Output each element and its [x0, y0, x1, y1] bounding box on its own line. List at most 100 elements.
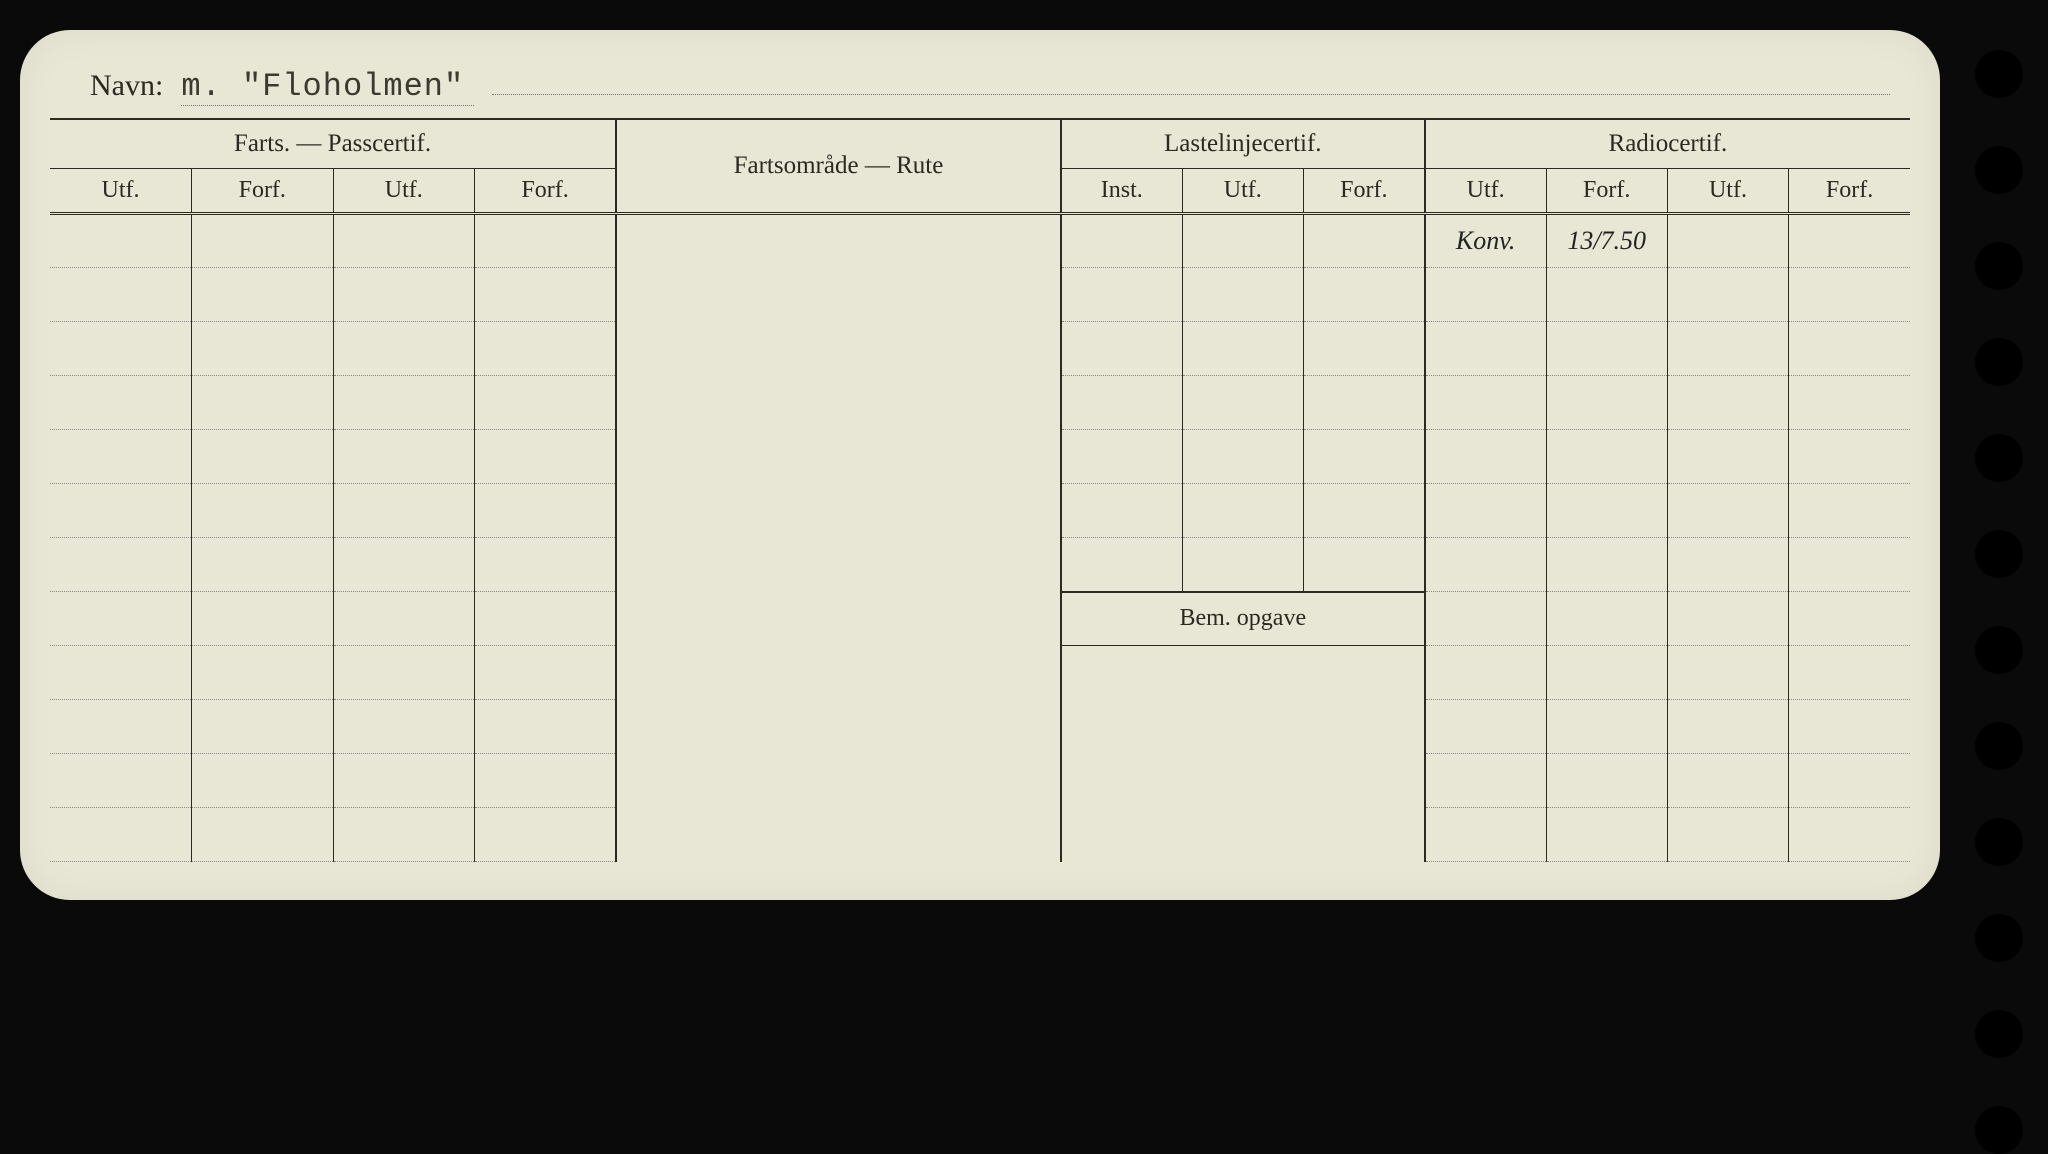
cell-fp_utf2 [333, 754, 475, 808]
cell-rc_utf2 [1667, 376, 1788, 430]
col-fp-forf2: Forf. [475, 169, 617, 214]
binder-hole [1975, 530, 2023, 578]
cell-rc_forf1 [1546, 430, 1667, 484]
cell-rc_utf2 [1667, 322, 1788, 376]
group-radiocertif: Radiocertif. [1425, 120, 1910, 169]
binder-hole [1975, 1010, 2023, 1058]
cell-ll_utf [1182, 268, 1303, 322]
cell-rc_utf1 [1425, 538, 1546, 592]
cell-ll_forf [1303, 268, 1424, 322]
cell-rc_utf1 [1425, 808, 1546, 862]
cell-rc_forf1 [1546, 754, 1667, 808]
col-rc-forf2: Forf. [1789, 169, 1910, 214]
cell-fp_utf2 [333, 592, 475, 646]
binder-hole [1975, 242, 2023, 290]
cell-fp_forf2 [475, 808, 617, 862]
binder-hole [1975, 50, 2023, 98]
ledger-table: Farts. — Passcertif. Fartsområde — Rute … [50, 120, 1910, 862]
cell-fp_forf2 [475, 754, 617, 808]
cell-ll_forf [1303, 430, 1424, 484]
cell-fp_forf2 [475, 538, 617, 592]
cell-fp_forf2 [475, 322, 617, 376]
cell-rc_utf2 [1667, 700, 1788, 754]
cell-fp_forf1 [192, 214, 334, 268]
binder-hole [1975, 914, 2023, 962]
cell-rc_utf2 [1667, 268, 1788, 322]
cell-rc_utf2 [1667, 538, 1788, 592]
cell-rc_utf2 [1667, 808, 1788, 862]
bem-opgave-area [1061, 646, 1425, 862]
cell-fp_forf2 [475, 646, 617, 700]
cell-rc_utf1 [1425, 646, 1546, 700]
cell-fp_utf2 [333, 322, 475, 376]
cell-fp_utf2 [333, 214, 475, 268]
col-fp-forf1: Forf. [192, 169, 334, 214]
col-ll-forf: Forf. [1303, 169, 1424, 214]
name-underline [492, 76, 1890, 95]
cell-ll_forf [1303, 538, 1424, 592]
cell-rc_utf1 [1425, 376, 1546, 430]
cell-ll_inst [1061, 214, 1182, 268]
cell-fp_forf1 [192, 646, 334, 700]
binder-hole [1975, 626, 2023, 674]
cell-rc_forf2 [1789, 754, 1910, 808]
group-fartsomrade-rute: Fartsområde — Rute [616, 120, 1061, 214]
cell-fp_forf1 [192, 808, 334, 862]
cell-ll_utf [1182, 376, 1303, 430]
cell-rc_utf1: Konv. [1425, 214, 1546, 268]
ledger-table-wrap: Farts. — Passcertif. Fartsområde — Rute … [50, 120, 1910, 862]
table-row: Konv.13/7.50 [50, 214, 1910, 268]
table-body: Konv.13/7.50Bem. opgave [50, 214, 1910, 862]
col-rc-utf1: Utf. [1425, 169, 1546, 214]
cell-fp_utf1 [50, 322, 192, 376]
cell-rc_forf1 [1546, 592, 1667, 646]
cell-fp_forf2 [475, 700, 617, 754]
col-ll-utf: Utf. [1182, 169, 1303, 214]
cell-ll_forf [1303, 484, 1424, 538]
cell-ll_utf [1182, 430, 1303, 484]
cell-rc_forf1: 13/7.50 [1546, 214, 1667, 268]
cell-rc_forf2 [1789, 538, 1910, 592]
cell-fp_forf2 [475, 430, 617, 484]
cell-rc_forf2 [1789, 700, 1910, 754]
cell-ll_utf [1182, 484, 1303, 538]
cell-rc_utf1 [1425, 268, 1546, 322]
group-farts-passcertif: Farts. — Passcertif. [50, 120, 616, 169]
name-row: Navn: m. "Floholmen" [50, 60, 1910, 120]
cell-rc_forf1 [1546, 538, 1667, 592]
cell-fp_utf1 [50, 376, 192, 430]
col-fp-utf2: Utf. [333, 169, 475, 214]
cell-rc_utf2 [1667, 214, 1788, 268]
cell-rc_forf2 [1789, 484, 1910, 538]
cell-rc_utf2 [1667, 646, 1788, 700]
cell-fp_forf2 [475, 484, 617, 538]
cell-ll_inst [1061, 484, 1182, 538]
cell-ll_inst [1061, 538, 1182, 592]
cell-ll_forf [1303, 376, 1424, 430]
cell-fp_utf1 [50, 700, 192, 754]
group-lastelinjecertif: Lastelinjecertif. [1061, 120, 1425, 169]
cell-ll_utf [1182, 322, 1303, 376]
record-card: Navn: m. "Floholmen" Farts. — [20, 30, 1940, 900]
cell-ll_inst [1061, 430, 1182, 484]
cell-rc_utf1 [1425, 754, 1546, 808]
col-rc-utf2: Utf. [1667, 169, 1788, 214]
cell-ll_utf [1182, 214, 1303, 268]
cell-fp_forf2 [475, 214, 617, 268]
binder-holes [1975, 50, 2023, 1154]
cell-fp_forf1 [192, 754, 334, 808]
binder-hole [1975, 1106, 2023, 1154]
cell-fp_utf2 [333, 268, 475, 322]
cell-fp_utf2 [333, 700, 475, 754]
cell-rc_utf1 [1425, 322, 1546, 376]
cell-rc_forf1 [1546, 646, 1667, 700]
cell-rute [616, 214, 1061, 862]
cell-rc_utf1 [1425, 484, 1546, 538]
cell-ll_forf [1303, 214, 1424, 268]
cell-rc_forf2 [1789, 808, 1910, 862]
cell-ll_forf [1303, 322, 1424, 376]
cell-rc_utf2 [1667, 484, 1788, 538]
cell-fp_forf1 [192, 538, 334, 592]
binder-hole [1975, 818, 2023, 866]
cell-rc_forf2 [1789, 376, 1910, 430]
